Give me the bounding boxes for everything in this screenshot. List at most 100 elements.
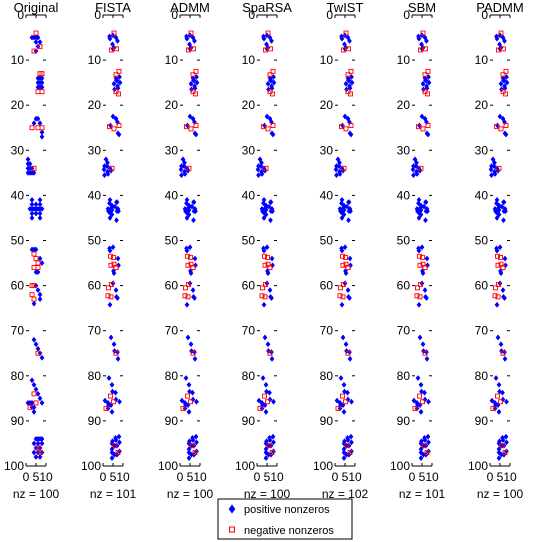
negative-nonzero-point	[348, 91, 353, 97]
y-tick-label: 40	[11, 188, 25, 202]
negative-nonzero-point	[29, 125, 35, 131]
positive-nonzero-point	[265, 341, 271, 348]
y-tick-label: 50	[242, 234, 256, 248]
positive-nonzero-point	[37, 120, 43, 127]
x-tick-label: 5	[497, 470, 504, 484]
positive-nonzero-point	[113, 389, 118, 396]
positive-nonzero-point	[107, 200, 112, 207]
positive-nonzero-point	[347, 119, 352, 126]
positive-nonzero-point	[494, 209, 499, 216]
positive-nonzero-point	[416, 209, 421, 216]
y-tick-label: 60	[320, 279, 334, 293]
positive-legend-label: positive nonzeros	[244, 504, 330, 516]
positive-nonzero-point	[35, 287, 41, 294]
positive-nonzero-point	[110, 280, 116, 287]
positive-nonzero-point	[186, 455, 192, 462]
y-tick-label: 0	[17, 8, 24, 22]
negative-nonzero-point	[188, 30, 194, 36]
y-tick-label: 10	[397, 53, 411, 67]
negative-nonzero-point	[347, 450, 353, 455]
positive-nonzero-point	[108, 402, 114, 409]
y-tick-label: 0	[326, 8, 333, 22]
nz-label: nz = 100	[477, 487, 524, 501]
positive-nonzero-point	[494, 301, 500, 308]
negative-nonzero-point	[414, 293, 420, 299]
positive-nonzero-point	[261, 247, 267, 254]
positive-nonzero-point	[269, 37, 274, 44]
negative-nonzero-point	[35, 260, 41, 266]
negative-nonzero-point	[33, 30, 39, 36]
negative-nonzero-point	[270, 68, 276, 74]
negative-nonzero-point	[37, 450, 43, 455]
negative-nonzero-point	[339, 124, 344, 130]
positive-nonzero-point	[117, 439, 122, 446]
positive-nonzero-point	[35, 34, 41, 41]
positive-nonzero-point	[345, 437, 351, 444]
negative-nonzero-point	[108, 393, 113, 399]
positive-nonzero-point	[502, 37, 507, 44]
y-tick-label: 90	[475, 414, 489, 428]
y-tick-label: 40	[165, 188, 179, 202]
positive-nonzero-point	[339, 301, 345, 308]
negative-nonzero-point	[112, 443, 118, 449]
negative-nonzero-point	[412, 406, 418, 411]
negative-nonzero-point	[192, 450, 198, 455]
positive-nonzero-point	[115, 119, 120, 126]
positive-nonzero-point	[416, 301, 422, 308]
negative-nonzero-point	[31, 251, 37, 257]
y-tick-label: 90	[165, 414, 179, 428]
positive-nonzero-point	[194, 79, 200, 86]
y-tick-label: 20	[11, 98, 25, 112]
nz-label: nz = 101	[90, 487, 137, 501]
positive-nonzero-point	[348, 433, 354, 440]
positive-nonzero-point	[425, 262, 430, 269]
negative-nonzero-point	[188, 254, 193, 260]
negative-nonzero-point	[340, 393, 345, 399]
positive-nonzero-point	[347, 295, 352, 302]
positive-nonzero-point	[420, 270, 426, 277]
positive-nonzero-point	[414, 170, 420, 177]
negative-nonzero-point	[266, 443, 272, 449]
positive-nonzero-point	[183, 375, 189, 382]
positive-nonzero-point	[421, 203, 427, 210]
positive-nonzero-point	[500, 396, 506, 403]
negative-nonzero-point	[422, 265, 428, 271]
positive-nonzero-point	[348, 262, 353, 269]
positive-nonzero-point	[500, 287, 506, 294]
positive-nonzero-point	[31, 120, 37, 127]
negative-nonzero-point	[418, 47, 423, 53]
negative-nonzero-point	[267, 265, 273, 271]
negative-nonzero-point	[345, 350, 351, 356]
negative-nonzero-point	[185, 294, 191, 300]
negative-nonzero-point	[186, 47, 191, 53]
positive-nonzero-point	[115, 295, 120, 302]
negative-nonzero-point	[109, 47, 114, 53]
positive-nonzero-point	[258, 163, 264, 170]
negative-nonzero-point	[270, 91, 275, 97]
positive-nonzero-point	[349, 79, 355, 86]
negative-nonzero-point	[180, 406, 186, 411]
positive-nonzero-point	[191, 208, 197, 215]
y-tick-label: 0	[248, 8, 255, 22]
positive-nonzero-point	[271, 439, 276, 446]
y-tick-label: 10	[320, 53, 334, 67]
positive-nonzero-point	[415, 375, 421, 382]
negative-nonzero-point	[33, 256, 39, 261]
positive-nonzero-point	[184, 214, 190, 221]
negative-nonzero-point	[259, 293, 265, 299]
positive-nonzero-point	[423, 217, 428, 224]
positive-nonzero-point	[349, 439, 354, 446]
positive-nonzero-point	[37, 395, 43, 402]
positive-nonzero-point	[424, 119, 429, 126]
positive-nonzero-point	[343, 270, 349, 277]
positive-nonzero-point	[33, 39, 39, 46]
y-tick-label: 50	[11, 234, 25, 248]
panel-title: ADMM	[170, 0, 210, 15]
negative-nonzero-point	[37, 44, 43, 50]
positive-nonzero-point	[109, 455, 115, 462]
negative-nonzero-point	[267, 72, 273, 78]
positive-nonzero-point	[178, 166, 184, 173]
positive-nonzero-point	[105, 170, 111, 177]
